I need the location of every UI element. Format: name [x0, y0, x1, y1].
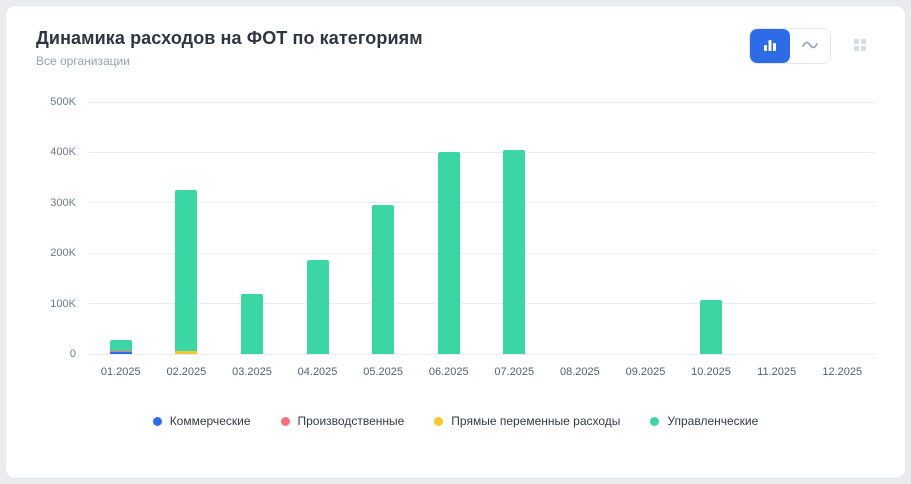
x-tick-label: 05.2025 — [363, 366, 404, 378]
legend-dot-icon — [152, 416, 162, 426]
grid-handle-button[interactable] — [845, 31, 875, 61]
gridline — [88, 252, 875, 254]
bar-segment — [306, 260, 329, 354]
x-tick-label: 07.2025 — [494, 366, 535, 378]
bar-07.2025[interactable] — [503, 150, 526, 354]
y-tick-label: 300K — [50, 196, 76, 209]
bar-segment — [503, 150, 526, 354]
x-axis: 01.2025 02.2025 03.2025 04.2025 05.2025 06.20… — [88, 366, 875, 384]
bar-03.2025[interactable] — [240, 294, 263, 354]
y-axis: 0 100K 200K 300K 400K 500K — [36, 96, 88, 360]
legend-label: Управленческие — [667, 414, 759, 428]
chart: 0 100K 200K 300K 400K 500K 01.2025 02.2025 03.2… — [36, 96, 875, 428]
y-tick-label: 200K — [50, 247, 76, 260]
bar-01.2025[interactable] — [109, 340, 132, 354]
gridline — [88, 202, 875, 204]
x-tick-label: 11.2025 — [757, 366, 797, 378]
bar-segment — [700, 300, 723, 354]
line-chart-icon — [801, 38, 819, 55]
legend-item[interactable]: Управленческие — [650, 414, 758, 428]
bar-segment — [175, 190, 198, 351]
bar-segment — [109, 352, 132, 354]
legend: Коммерческие Производственные Прямые перем… — [36, 414, 875, 428]
organizations-filter-label: Все организации — [36, 54, 130, 68]
legend-item[interactable]: Коммерческие — [152, 414, 251, 428]
x-tick-label: 08.2025 — [559, 366, 600, 378]
x-tick-label: 10.2025 — [691, 366, 731, 378]
gridline — [88, 101, 875, 103]
x-tick-label: 12.2025 — [822, 366, 863, 378]
bar-06.2025[interactable] — [437, 152, 460, 354]
bar-05.2025[interactable] — [372, 205, 395, 354]
gridline — [88, 353, 875, 355]
x-tick-label: 02.2025 — [166, 366, 207, 378]
y-tick-label: 500K — [50, 96, 76, 108]
y-tick-label: 400K — [50, 146, 76, 159]
plot-area — [88, 101, 875, 355]
bar-02.2025[interactable] — [175, 190, 198, 354]
bar-segment — [372, 205, 395, 354]
x-tick-label: 06.2025 — [428, 366, 469, 378]
legend-item[interactable]: Прямые переменные расходы — [434, 414, 620, 428]
x-tick-label: 04.2025 — [297, 366, 338, 378]
bar-segment — [109, 340, 132, 351]
bar-10.2025[interactable] — [700, 300, 723, 354]
view-toggle-group — [749, 28, 831, 64]
line-view-button[interactable] — [790, 29, 830, 63]
bar-chart-icon — [762, 37, 778, 56]
gridline — [88, 303, 875, 305]
legend-label: Коммерческие — [169, 414, 251, 428]
chart-toolbar — [749, 28, 875, 64]
bar-segment — [175, 351, 198, 354]
x-tick-label: 03.2025 — [232, 366, 272, 378]
legend-label: Прямые переменные расходы — [451, 414, 621, 428]
gridline — [88, 151, 875, 153]
header-titles: Динамика расходов на ФОТ по категориям В… — [36, 28, 423, 68]
header: Динамика расходов на ФОТ по категориям В… — [36, 28, 875, 68]
legend-dot-icon — [650, 416, 660, 426]
y-tick-label: 0 — [69, 348, 76, 360]
legend-item[interactable]: Производственные — [280, 414, 405, 428]
bar-segment — [109, 351, 132, 352]
bar-segment — [437, 152, 460, 354]
grid-handle-icon — [852, 37, 868, 56]
x-tick-label: 01.2025 — [100, 366, 141, 378]
legend-dot-icon — [434, 416, 444, 426]
bar-segment — [240, 294, 263, 354]
legend-dot-icon — [280, 416, 290, 426]
bar-view-button[interactable] — [750, 29, 790, 63]
page-title: Динамика расходов на ФОТ по категориям — [36, 28, 423, 48]
x-tick-label: 09.2025 — [625, 366, 666, 378]
chart-card: Динамика расходов на ФОТ по категориям В… — [5, 5, 906, 479]
y-tick-label: 100K — [50, 297, 76, 310]
bar-04.2025[interactable] — [306, 260, 329, 354]
legend-label: Производственные — [297, 414, 405, 428]
